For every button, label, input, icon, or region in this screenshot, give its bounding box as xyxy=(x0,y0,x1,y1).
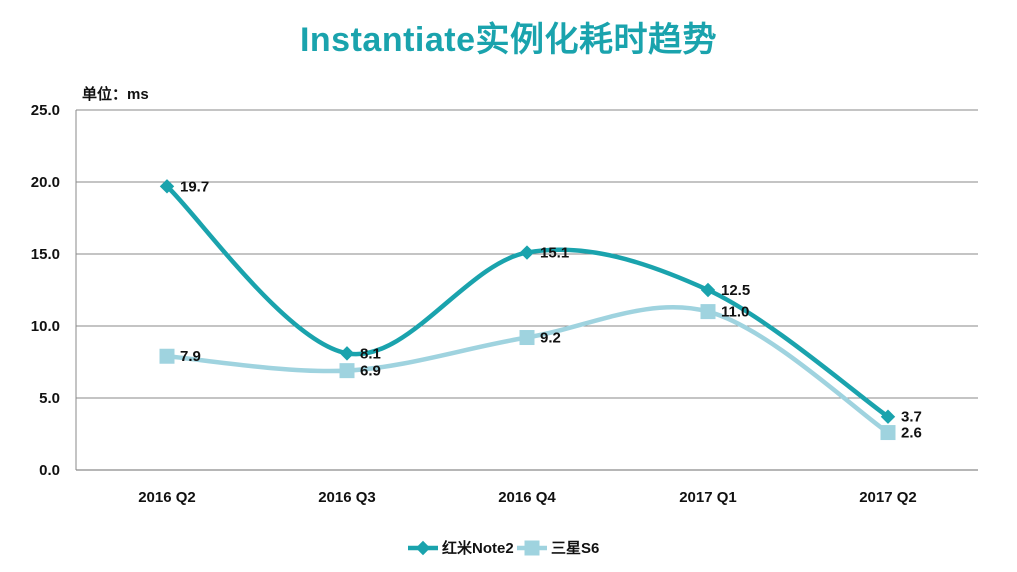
data-label: 11.0 xyxy=(721,304,749,321)
data-point-s1-2 xyxy=(519,330,535,346)
data-label: 3.7 xyxy=(901,409,922,426)
data-label: 8.1 xyxy=(360,345,381,362)
x-tick-label: 2016 Q3 xyxy=(318,489,376,506)
data-label: 15.1 xyxy=(540,245,569,262)
axes: 0.0 5.0 10.0 15.0 20.0 25.0 2016 Q2 2016 Q3 2016… xyxy=(31,102,978,506)
data-point-s1-0 xyxy=(159,348,175,364)
y-tick-label: 0.0 xyxy=(39,462,60,479)
data-point-s1-4 xyxy=(880,425,896,441)
y-tick-label: 5.0 xyxy=(39,390,60,407)
legend: 红米Note2 三星S6 xyxy=(408,539,599,557)
data-label: 12.5 xyxy=(721,282,750,299)
data-point-s0-2 xyxy=(519,245,535,260)
data-point-s0-4 xyxy=(880,409,896,424)
data-point-s1-3 xyxy=(700,304,716,320)
y-tick-label: 25.0 xyxy=(31,102,60,119)
data-point-s0-1 xyxy=(339,346,355,361)
x-tick-label: 2017 Q1 xyxy=(679,489,737,506)
data-labels: 19.7 8.1 15.1 12.5 3.7 7.9 6.9 9.2 11.0 2.6 xyxy=(180,178,922,441)
data-point-s1-1 xyxy=(339,363,355,379)
data-label: 2.6 xyxy=(901,425,922,442)
x-tick-label: 2016 Q4 xyxy=(498,489,556,506)
chart-title: Instantiate实例化耗时趋势 xyxy=(299,21,718,59)
legend-marker-1 xyxy=(524,540,540,556)
data-point-s0-3 xyxy=(700,282,716,298)
legend-label: 三星S6 xyxy=(551,540,599,557)
legend-marker-0 xyxy=(415,540,431,556)
y-tick-label: 10.0 xyxy=(31,318,60,335)
unit-label: 单位：ms xyxy=(82,85,149,103)
legend-label: 红米Note2 xyxy=(442,539,514,557)
data-label: 9.2 xyxy=(540,330,561,347)
data-label: 19.7 xyxy=(180,178,209,195)
data-point-s0-0 xyxy=(159,179,175,194)
data-label: 7.9 xyxy=(180,348,201,365)
y-tick-label: 15.0 xyxy=(31,246,60,263)
series-lines xyxy=(159,179,896,441)
data-label: 6.9 xyxy=(360,363,381,380)
series-line-0 xyxy=(164,184,891,419)
x-tick-label: 2017 Q2 xyxy=(859,489,917,506)
x-tick-label: 2016 Q2 xyxy=(138,489,196,506)
y-tick-label: 20.0 xyxy=(31,174,60,191)
